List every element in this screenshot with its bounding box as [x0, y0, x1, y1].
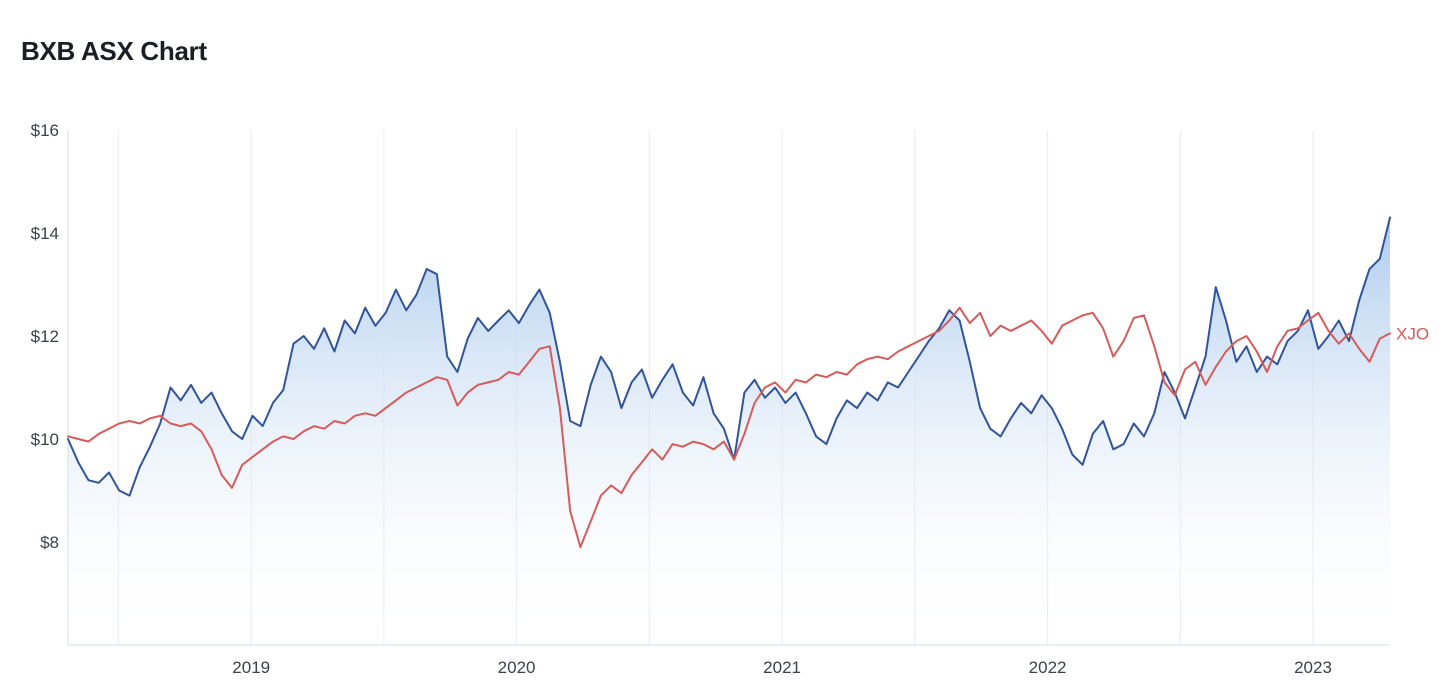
- x-axis-label: 2023: [1294, 658, 1332, 677]
- y-axis-label: $8: [40, 533, 59, 552]
- y-axis-label: $12: [31, 327, 59, 346]
- chart-title: BXB ASX Chart: [21, 36, 207, 66]
- x-axis-label: 2019: [232, 658, 270, 677]
- x-axis-label: 2020: [498, 658, 536, 677]
- y-axis-label: $10: [31, 430, 59, 449]
- x-axis-label: 2021: [763, 658, 801, 677]
- xjo-line: [67, 306, 1391, 549]
- bxb-area-fill: [68, 217, 1390, 645]
- xjo-series-label: XJO: [1396, 324, 1429, 343]
- x-axis-label: 2022: [1029, 658, 1067, 677]
- bxb-line: [67, 216, 1391, 497]
- y-axis-label: $16: [31, 121, 59, 140]
- y-axis-label: $14: [31, 224, 59, 243]
